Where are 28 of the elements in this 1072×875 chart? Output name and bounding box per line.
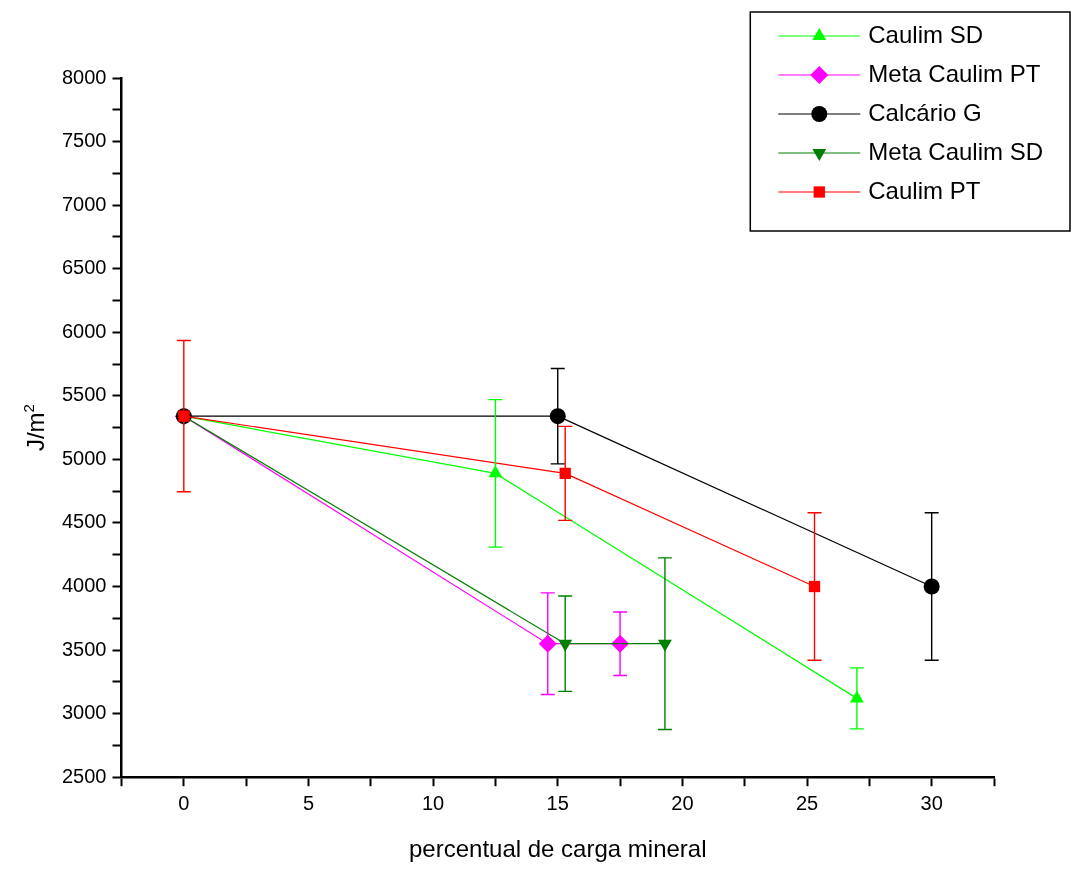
legend-label: Caulim PT [868, 176, 981, 204]
y-tick-label: 6000 [61, 319, 107, 342]
x-tick-label: 30 [920, 791, 943, 814]
legend-label: Meta Caulim PT [868, 59, 1041, 87]
y-tick-label: 3500 [61, 637, 107, 660]
y-tick-label: 7500 [61, 129, 107, 152]
y-tick-label: 8000 [61, 65, 107, 88]
legend-label: Meta Caulim SD [868, 137, 1043, 165]
x-tick-label: 15 [546, 791, 569, 814]
y-tick-label: 4500 [61, 510, 107, 533]
y-tick-label: 4000 [61, 574, 107, 597]
y-tick-label: 6500 [61, 256, 107, 279]
x-tick-label: 10 [421, 791, 445, 814]
y-tick-label: 7000 [61, 192, 107, 215]
x-axis-title: percentual de carga mineral [408, 835, 707, 863]
y-axis-title: J/m2 [20, 404, 49, 452]
x-tick-label: 5 [302, 791, 315, 814]
legend-label: Calcário G [868, 98, 982, 126]
x-tick-label: 20 [671, 791, 694, 814]
legend-label: Caulim SD [868, 20, 983, 48]
y-tick-label: 2500 [61, 764, 107, 787]
x-tick-label: 0 [178, 791, 190, 814]
point [538, 634, 557, 653]
y-tick-label: 5000 [61, 446, 107, 469]
y-tick-label: 5500 [61, 383, 107, 406]
point [549, 408, 566, 425]
y-tick-label: 3000 [61, 701, 107, 724]
x-tick-label: 25 [795, 791, 819, 814]
